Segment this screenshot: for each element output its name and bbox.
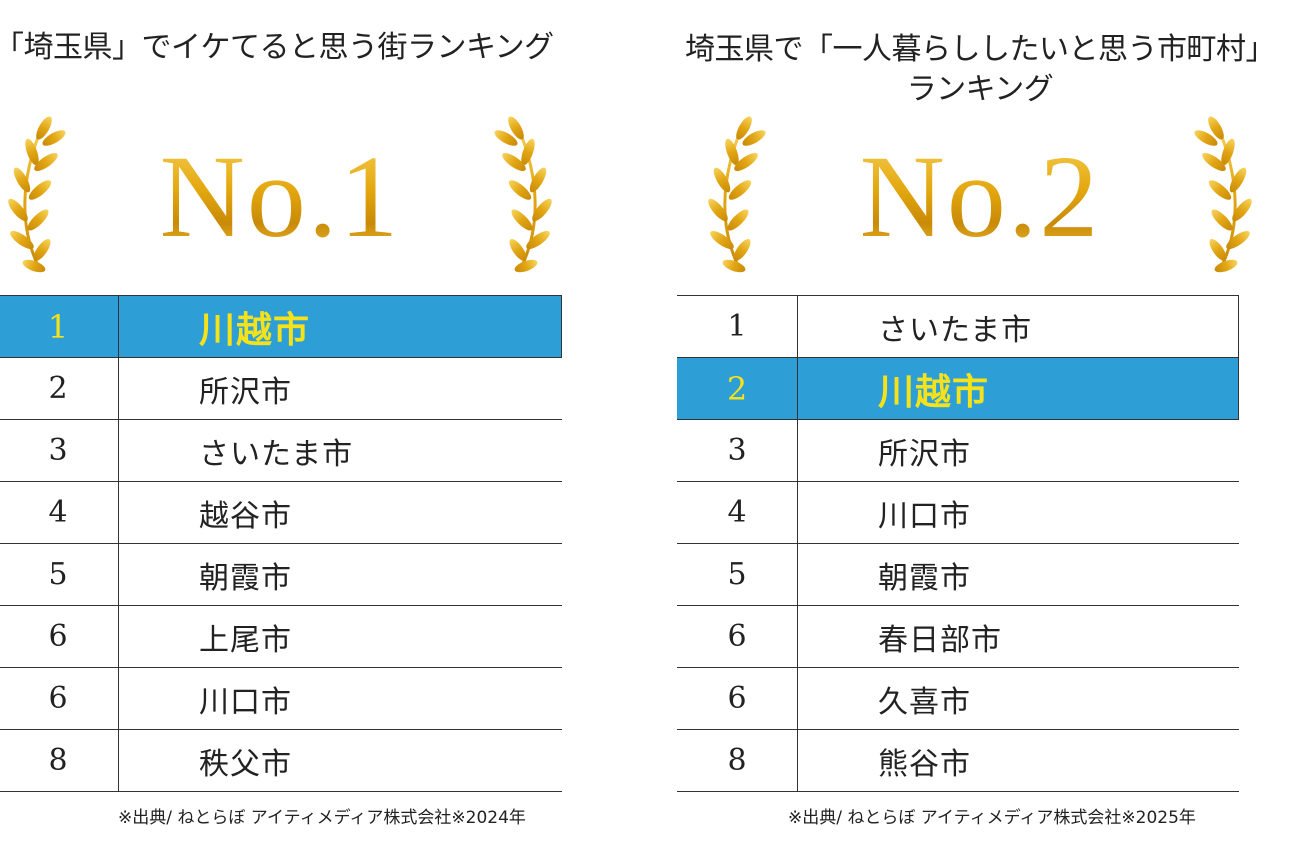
table-row: 5 朝霞市 (0, 543, 562, 606)
table-row: 2 所沢市 (0, 357, 562, 420)
rank-number: 6 (677, 605, 798, 668)
city-name: 所沢市 (118, 357, 562, 420)
left-award-label: No.1 (0, 132, 560, 262)
rank-number: 5 (677, 543, 798, 606)
rank-number: 1 (677, 295, 798, 358)
table-row: 6 上尾市 (0, 605, 562, 668)
rank-number: 1 (0, 295, 119, 358)
rank-number: 4 (0, 481, 119, 544)
city-name: 朝霞市 (118, 543, 562, 606)
city-name: さいたま市 (118, 419, 562, 482)
city-name: 久喜市 (797, 667, 1239, 730)
city-name: 熊谷市 (797, 729, 1239, 792)
table-row: 3 所沢市 (677, 419, 1239, 482)
city-name: 川越市 (797, 357, 1239, 420)
city-name: 川口市 (797, 481, 1239, 544)
city-name: 春日部市 (797, 605, 1239, 668)
rank-number: 6 (677, 667, 798, 730)
table-row: 2 川越市 (677, 357, 1239, 420)
left-award: No.1 (0, 110, 560, 280)
table-row: 4 越谷市 (0, 481, 562, 544)
left-ranking-table: 1 川越市 2 所沢市 3 さいたま市 4 越谷市 5 朝霞市 6 上尾市 6 川口市 8 秩父市 (0, 295, 562, 792)
table-row: 1 さいたま市 (677, 295, 1239, 358)
rank-number: 5 (0, 543, 119, 606)
table-row: 5 朝霞市 (677, 543, 1239, 606)
panel-right: 埼玉県で「一人暮らししたいと思う市町村」 ランキング No.2 1 さいたま市 2 川… (660, 0, 1300, 852)
rank-number: 2 (677, 357, 798, 420)
table-row: 8 熊谷市 (677, 729, 1239, 792)
city-name: 川越市 (118, 295, 562, 358)
rank-number: 6 (0, 605, 119, 668)
panel-left: 「埼玉県」でイケてると思う街ランキング No.1 1 川越市 2 所沢市 3 さいたま市 4… (0, 0, 580, 852)
right-award-label: No.2 (700, 132, 1260, 262)
table-row: 3 さいたま市 (0, 419, 562, 482)
right-award: No.2 (700, 110, 1300, 280)
right-ranking-table: 1 さいたま市 2 川越市 3 所沢市 4 川口市 5 朝霞市 6 春日部市 6 久喜市 8 熊谷市 (677, 295, 1239, 792)
rank-number: 8 (0, 729, 119, 792)
rank-number: 6 (0, 667, 119, 730)
city-name: 秩父市 (118, 729, 562, 792)
city-name: さいたま市 (797, 295, 1239, 358)
rank-number: 3 (677, 419, 798, 482)
table-row: 8 秩父市 (0, 729, 562, 792)
table-row: 6 久喜市 (677, 667, 1239, 730)
rank-number: 8 (677, 729, 798, 792)
city-name: 川口市 (118, 667, 562, 730)
city-name: 朝霞市 (797, 543, 1239, 606)
city-name: 上尾市 (118, 605, 562, 668)
left-title: 「埼玉県」でイケてると思う街ランキング (0, 30, 554, 65)
table-row: 6 春日部市 (677, 605, 1239, 668)
city-name: 越谷市 (118, 481, 562, 544)
right-title-line1: 埼玉県で「一人暮らししたいと思う市町村」 (685, 32, 1276, 67)
rank-number: 3 (0, 419, 119, 482)
city-name: 所沢市 (797, 419, 1239, 482)
rank-number: 2 (0, 357, 119, 420)
table-row: 4 川口市 (677, 481, 1239, 544)
table-row: 1 川越市 (0, 295, 562, 358)
rank-number: 4 (677, 481, 798, 544)
right-title-line2: ランキング (906, 72, 1054, 107)
right-source: ※出典/ ねとらぼ アイティメディア株式会社※2025年 (788, 808, 1196, 828)
table-row: 6 川口市 (0, 667, 562, 730)
left-source: ※出典/ ねとらぼ アイティメディア株式会社※2024年 (118, 808, 526, 828)
right-title: 埼玉県で「一人暮らししたいと思う市町村」 ランキング (660, 30, 1300, 110)
